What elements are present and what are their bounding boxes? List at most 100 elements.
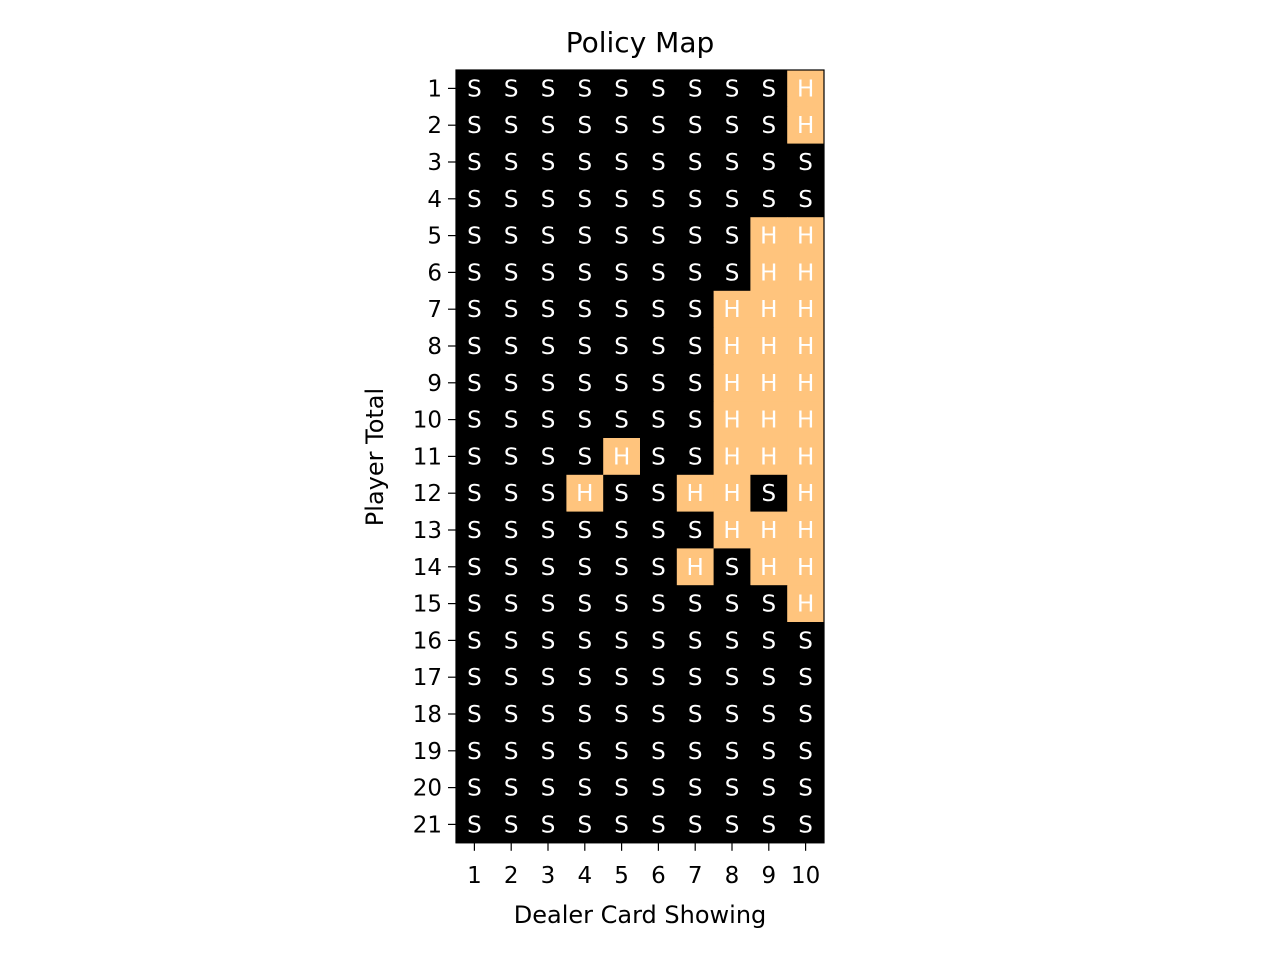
cell-label: S (504, 371, 519, 397)
heatmap-cell (566, 695, 604, 733)
cell-label: S (725, 812, 740, 838)
heatmap-cell (713, 327, 751, 365)
cell-label: S (614, 297, 629, 323)
heatmap-cell (603, 254, 641, 292)
cell-label: S (651, 76, 666, 102)
cell-label: S (577, 628, 592, 654)
heatmap-cell (529, 401, 567, 439)
cell-label: S (541, 187, 556, 213)
y-tick-label: 15 (413, 592, 442, 618)
heatmap-cell (492, 327, 530, 365)
cell-label: S (725, 76, 740, 102)
y-tick-label: 2 (427, 113, 442, 139)
heatmap-cell (676, 732, 714, 770)
heatmap-cell (713, 143, 751, 181)
cell-label: S (651, 628, 666, 654)
cell-label: S (798, 739, 813, 765)
heatmap-cell (566, 474, 604, 512)
y-tick-label: 11 (413, 444, 442, 470)
heatmap-cell (640, 143, 678, 181)
cell-label: H (760, 334, 777, 360)
cell-label: S (577, 812, 592, 838)
cell-label: S (798, 812, 813, 838)
heatmap-cell (566, 217, 604, 255)
cell-label: S (577, 739, 592, 765)
cell-label: S (651, 444, 666, 470)
heatmap-cell (713, 511, 751, 549)
y-tick-label: 5 (427, 224, 442, 250)
cell-label: H (723, 408, 740, 434)
heatmap-cell (456, 806, 494, 844)
cell-label: S (651, 592, 666, 618)
cell-label: S (467, 592, 482, 618)
cell-label: H (797, 334, 814, 360)
cell-label: S (577, 776, 592, 802)
heatmap-cell (529, 622, 567, 660)
cell-label: S (577, 224, 592, 250)
heatmap-cell (713, 401, 751, 439)
heatmap-cell (566, 327, 604, 365)
heatmap-cell (529, 364, 567, 402)
y-tick-label: 8 (427, 334, 442, 360)
heatmap-cell (603, 474, 641, 512)
y-tick-label: 12 (413, 481, 442, 507)
cell-label: S (504, 150, 519, 176)
cell-label: H (760, 408, 777, 434)
heatmap-cell (603, 180, 641, 218)
heatmap-cell (713, 217, 751, 255)
heatmap-cell (640, 806, 678, 844)
y-tick-label: 20 (413, 776, 442, 802)
heatmap-cell (787, 290, 825, 328)
heatmap-cell (787, 254, 825, 292)
heatmap-cell (603, 217, 641, 255)
heatmap-cell (456, 364, 494, 402)
cell-label: H (723, 371, 740, 397)
heatmap-cell (787, 106, 825, 144)
cell-label: S (614, 76, 629, 102)
cell-label: S (614, 776, 629, 802)
cell-label: S (504, 444, 519, 470)
cell-label: S (504, 297, 519, 323)
heatmap-cell (603, 106, 641, 144)
cell-label: S (688, 187, 703, 213)
heatmap-cell (676, 658, 714, 696)
heatmap-cell (566, 806, 604, 844)
heatmap-cell (713, 658, 751, 696)
cell-label: S (614, 665, 629, 691)
cell-label: S (798, 702, 813, 728)
heatmap-cell (492, 474, 530, 512)
cell-label: S (541, 592, 556, 618)
cell-label: S (467, 444, 482, 470)
x-tick-label: 5 (614, 863, 629, 889)
cell-label: S (504, 812, 519, 838)
cell-label: S (761, 812, 776, 838)
cell-label: S (504, 481, 519, 507)
heatmap-cell (640, 217, 678, 255)
heatmap-cell (529, 106, 567, 144)
cell-label: S (541, 76, 556, 102)
heatmap-cell (603, 622, 641, 660)
heatmap-cell (603, 695, 641, 733)
y-tick-label: 14 (413, 555, 442, 581)
heatmap-cell (529, 254, 567, 292)
cell-label: S (688, 702, 703, 728)
cell-label: S (467, 150, 482, 176)
cell-label: S (688, 665, 703, 691)
heatmap-cell (456, 143, 494, 181)
heatmap-cell (676, 143, 714, 181)
cell-label: S (688, 628, 703, 654)
heatmap-cell (750, 806, 788, 844)
cell-label: S (467, 776, 482, 802)
heatmap-cell (676, 106, 714, 144)
heatmap-cell (676, 327, 714, 365)
heatmap-cell (750, 769, 788, 807)
cell-label: S (577, 113, 592, 139)
cell-label: S (761, 665, 776, 691)
cell-label: S (688, 592, 703, 618)
y-tick-label: 18 (413, 702, 442, 728)
cell-label: H (723, 481, 740, 507)
cell-label: S (577, 408, 592, 434)
heatmap-cell (787, 769, 825, 807)
